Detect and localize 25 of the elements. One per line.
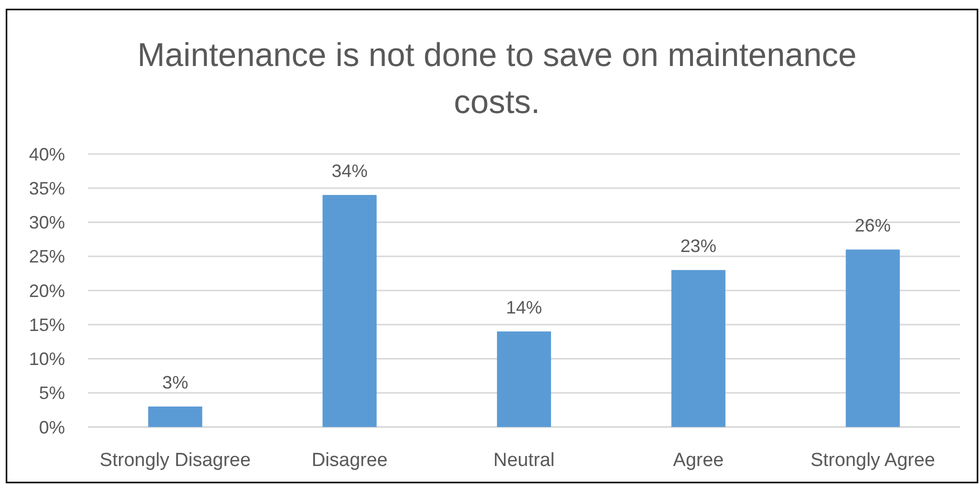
x-tick-label: Strongly Disagree bbox=[100, 450, 251, 471]
data-label: 34% bbox=[332, 160, 368, 181]
y-tick-label: 20% bbox=[28, 280, 65, 301]
y-tick-label: 15% bbox=[28, 314, 65, 335]
bar bbox=[496, 331, 552, 427]
chart-title: Maintenance is not done to save on maintenance costs. bbox=[137, 36, 857, 120]
bar bbox=[148, 406, 202, 427]
y-tick-label: 25% bbox=[28, 246, 65, 267]
data-label: 23% bbox=[680, 236, 716, 256]
data-label: 14% bbox=[506, 297, 542, 318]
bar bbox=[846, 250, 900, 427]
y-tick-label: 5% bbox=[38, 383, 65, 404]
y-tick-label: 0% bbox=[38, 417, 65, 438]
y-tick-label: 40% bbox=[28, 144, 65, 164]
data-label: 26% bbox=[854, 216, 891, 236]
x-tick-label: Strongly Agree bbox=[810, 450, 936, 471]
x-tick-label: Disagree bbox=[312, 450, 388, 471]
x-tick-label: Neutral bbox=[493, 450, 555, 471]
data-label: 3% bbox=[162, 372, 188, 393]
bar bbox=[671, 270, 726, 427]
y-tick-label: 10% bbox=[28, 349, 65, 370]
x-tick-label: Agree bbox=[673, 450, 724, 471]
y-tick-label: 35% bbox=[28, 178, 65, 198]
y-tick-label: 30% bbox=[28, 212, 65, 233]
bar bbox=[322, 194, 377, 427]
